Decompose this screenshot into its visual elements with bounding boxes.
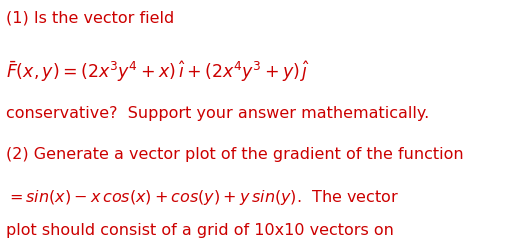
Text: $\bar{F}(x, y) = (2x^3y^4 + x)\,\hat{\imath} + (2x^4y^3 + y)\,\hat{\jmath}$: $\bar{F}(x, y) = (2x^3y^4 + x)\,\hat{\im… [6,59,310,84]
Text: (1) Is the vector field: (1) Is the vector field [6,11,174,26]
Text: $= sin(x) - x\,cos(x) + cos(y) + y\,sin(y)$.  The vector: $= sin(x) - x\,cos(x) + cos(y) + y\,sin(… [6,188,399,207]
Text: plot should consist of a grid of 10x10 vectors on: plot should consist of a grid of 10x10 v… [6,223,394,238]
Text: (2) Generate a vector plot of the gradient of the function: (2) Generate a vector plot of the gradie… [6,147,464,162]
Text: conservative?  Support your answer mathematically.: conservative? Support your answer mathem… [6,106,430,121]
